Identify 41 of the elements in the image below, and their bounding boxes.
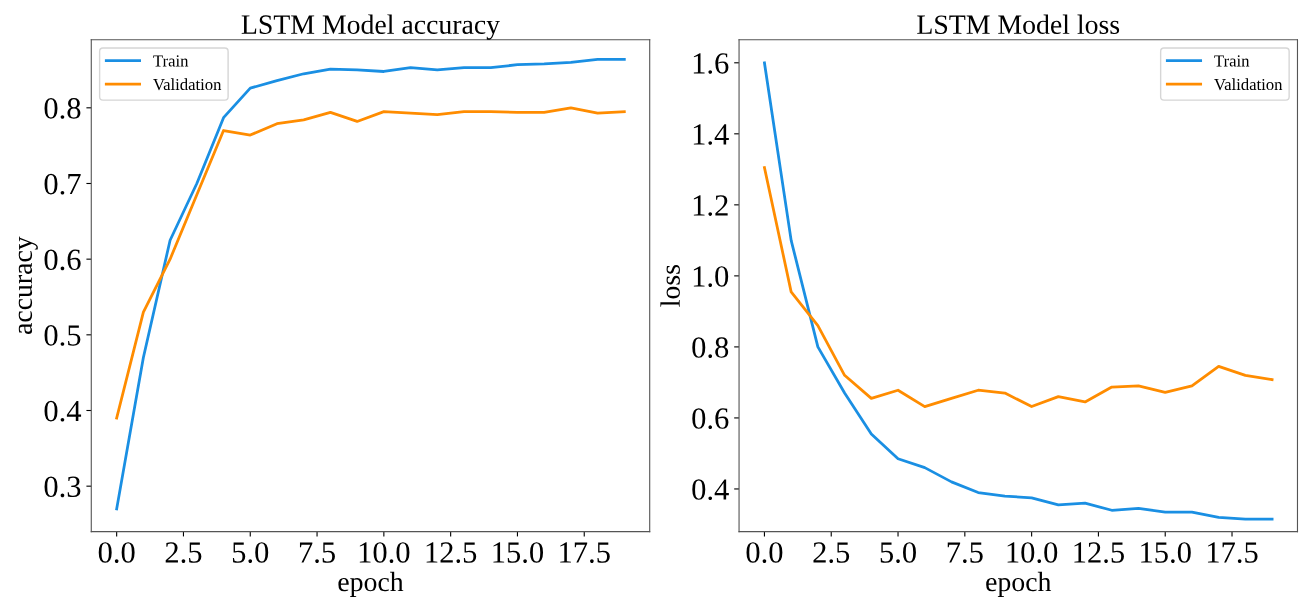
- legend-label: Validation: [153, 78, 222, 91]
- x-tick-label: 17.5: [1207, 542, 1258, 563]
- legend-label: Train: [153, 55, 189, 67]
- y-tick-label: 0.7: [44, 173, 81, 195]
- legend-label: Validation: [1214, 78, 1283, 91]
- x-tick-label: 17.5: [560, 542, 610, 563]
- x-tick-label: 5.0: [232, 542, 269, 563]
- line-series: [115, 106, 626, 420]
- x-tick-label: 12.5: [426, 542, 477, 563]
- x-tick-label: 7.5: [299, 542, 335, 563]
- x-tick-label: 15.0: [493, 542, 544, 563]
- y-tick-label: 0.5: [44, 325, 81, 346]
- y-tick-label: 0.8: [692, 337, 729, 358]
- x-tick-label: 10.0: [359, 542, 410, 563]
- x-tick-label: 2.5: [813, 542, 850, 563]
- chart-title: LSTM Model accuracy: [241, 14, 500, 40]
- legend-label: Train: [1214, 55, 1250, 67]
- x-axis-title: epoch: [338, 571, 404, 597]
- y-tick-label: 1.4: [693, 124, 729, 145]
- x-tick-label: 2.5: [165, 542, 202, 563]
- chart-title: LSTM Model loss: [917, 14, 1120, 35]
- y-tick-label: 0.3: [44, 476, 81, 498]
- y-tick-label: 1.2: [693, 195, 728, 216]
- y-tick-label: 0.8: [44, 98, 81, 119]
- y-tick-label: 0.6: [692, 408, 729, 429]
- x-tick-label: 10.0: [1007, 542, 1058, 563]
- x-tick-label: 12.5: [1074, 542, 1124, 563]
- y-tick-label: 0.6: [44, 249, 81, 271]
- x-tick-label: 7.5: [947, 542, 983, 563]
- y-axis-title: accuracy: [18, 236, 38, 335]
- y-axis-title: loss: [660, 265, 680, 307]
- x-tick-label: 15.0: [1141, 542, 1191, 563]
- x-tick-label: 0.0: [98, 542, 135, 563]
- line-series: [763, 166, 1274, 408]
- y-tick-label: 1.0: [693, 266, 729, 287]
- x-tick-label: 0.0: [746, 542, 783, 563]
- y-tick-label: 0.4: [44, 400, 82, 422]
- x-tick-label: 5.0: [880, 542, 916, 563]
- y-tick-label: 1.6: [693, 53, 729, 74]
- x-axis-title: epoch: [986, 571, 1052, 597]
- y-tick-label: 0.4: [692, 479, 729, 500]
